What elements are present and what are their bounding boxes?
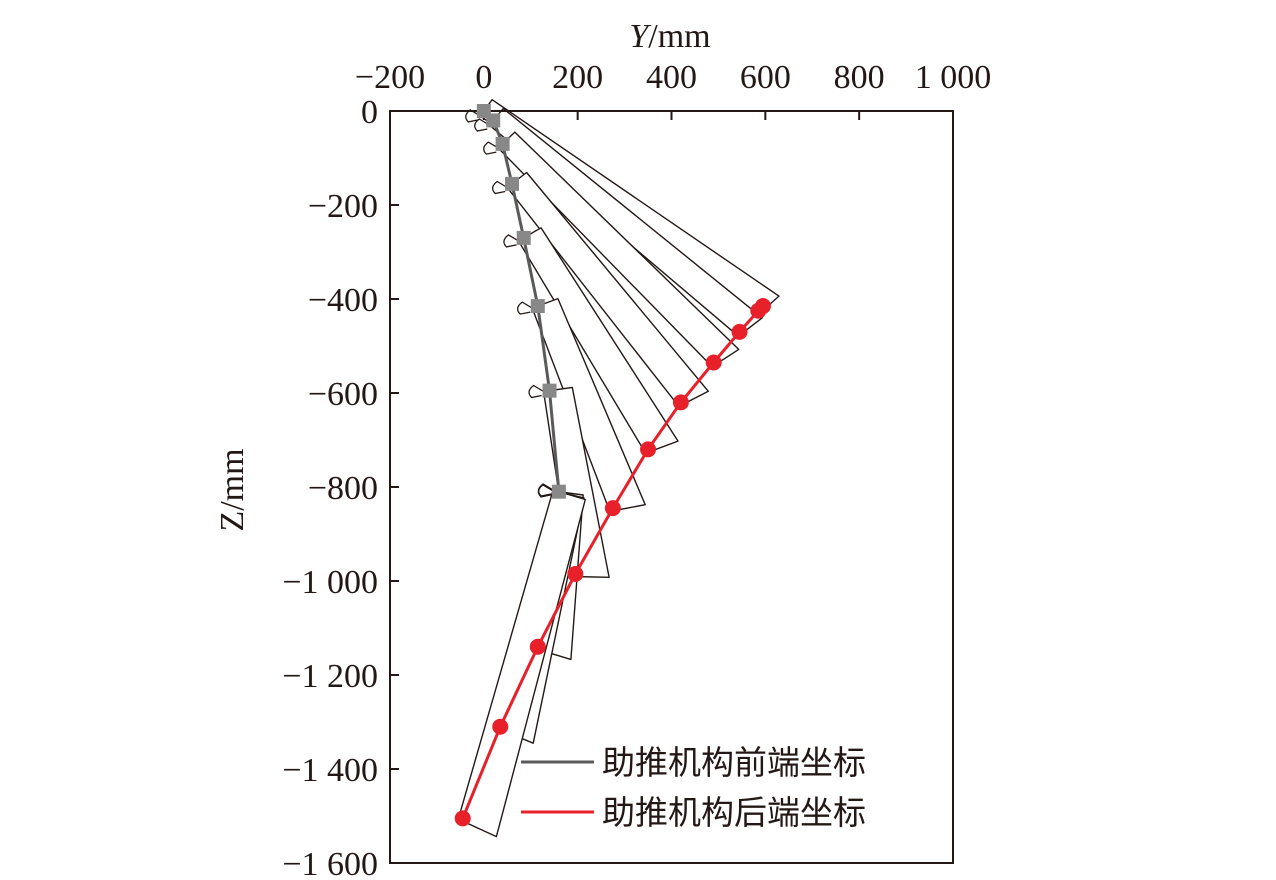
- mechanism-outline: [517, 227, 679, 454]
- series-point-rear: [454, 810, 471, 827]
- series-point-rear: [640, 441, 657, 458]
- y-tick-label: −200: [308, 188, 378, 225]
- mechanism-hook: [503, 234, 519, 248]
- mechanism-outline: [506, 171, 709, 408]
- series-point-rear: [705, 354, 722, 371]
- mechanism-outline: [531, 297, 646, 513]
- y-tick-label: −1 200: [282, 658, 378, 695]
- x-tick-label: 400: [646, 59, 697, 96]
- series-point-front: [530, 299, 545, 314]
- y-tick-label: −400: [308, 282, 378, 319]
- x-tick-label: 0: [475, 59, 492, 96]
- series-markers: [454, 104, 771, 827]
- series-point-rear: [750, 302, 767, 319]
- series-point-front: [495, 136, 510, 151]
- x-tick-label: 1 000: [915, 59, 992, 96]
- series-point-front: [504, 176, 519, 191]
- x-tick-labels: −200 0 200 400 600 800 1 000: [355, 59, 991, 96]
- mechanism-hook: [528, 384, 544, 399]
- legend-label-front: 助推机构前端坐标: [602, 743, 866, 782]
- series-point-rear: [672, 394, 689, 411]
- axis-ticks: [389, 110, 954, 864]
- mechanism-silhouettes: [457, 98, 780, 838]
- legend: 助推机构前端坐标 助推机构后端坐标: [521, 743, 866, 832]
- series-point-front: [516, 230, 531, 245]
- mechanism-hook: [474, 118, 490, 132]
- series-point-rear: [529, 638, 546, 655]
- y-tick-label: −1 000: [282, 564, 378, 601]
- x-tick-label: 600: [740, 59, 791, 96]
- series-point-rear: [731, 323, 748, 340]
- mechanism-hook: [517, 301, 533, 315]
- x-axis-title: Y/mm: [629, 18, 710, 55]
- y-tick-label: 0: [361, 94, 378, 131]
- y-tick-label: −600: [308, 376, 378, 413]
- mechanism-hook: [483, 141, 499, 155]
- series-point-rear: [492, 718, 509, 735]
- series-point-rear: [567, 565, 584, 582]
- mechanism-hook: [492, 180, 508, 195]
- series-point-rear: [604, 500, 621, 517]
- series-point-front: [551, 484, 566, 499]
- mechanism-hook: [465, 109, 481, 123]
- x-tick-label: 200: [552, 59, 603, 96]
- y-tick-label: −1 600: [282, 846, 378, 880]
- y-tick-label: −800: [308, 470, 378, 507]
- x-tick-label: −200: [355, 59, 425, 96]
- series-point-front: [542, 383, 557, 398]
- legend-label-rear: 助推机构后端坐标: [602, 793, 866, 832]
- series-point-front: [486, 113, 501, 128]
- y-tick-labels: 0 −200 −400 −600 −800 −1 000 −1 200 −1 400 −1 60…: [282, 94, 378, 880]
- y-tick-label: −1 400: [282, 752, 378, 789]
- mechanism-hook: [537, 483, 554, 497]
- x-tick-label: 800: [834, 59, 885, 96]
- y-axis-title: Z/mm: [214, 448, 251, 531]
